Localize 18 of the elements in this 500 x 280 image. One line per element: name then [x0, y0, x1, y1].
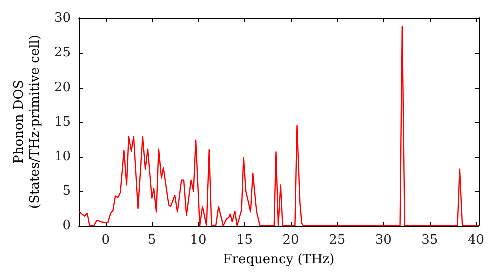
y-tick-label: 0	[62, 218, 71, 234]
x-tick-label: 40	[468, 233, 484, 248]
x-tick-label: 25	[329, 233, 346, 248]
y-tick-label: 25	[54, 46, 71, 61]
x-tick-label: 15	[236, 233, 254, 248]
y-tick-label: 5	[62, 184, 71, 199]
y-tick-label: 20	[54, 80, 71, 96]
x-tick-label: 30	[375, 233, 392, 248]
x-tick-label: 5	[148, 233, 156, 248]
x-tick-label: 10	[190, 233, 207, 248]
x-tick-label: 20	[282, 233, 300, 248]
y-axis-title: Phonon DOS (States/THz·primitive cell)	[12, 34, 44, 210]
y-tick-label: 10	[54, 149, 71, 164]
y-tick-label: 30	[54, 11, 71, 26]
x-tick-label: 35	[422, 233, 438, 248]
x-axis-title: Frequency (THz)	[223, 252, 335, 268]
x-tick-label: 0	[102, 233, 110, 248]
y-tick-label: 15	[54, 114, 71, 130]
